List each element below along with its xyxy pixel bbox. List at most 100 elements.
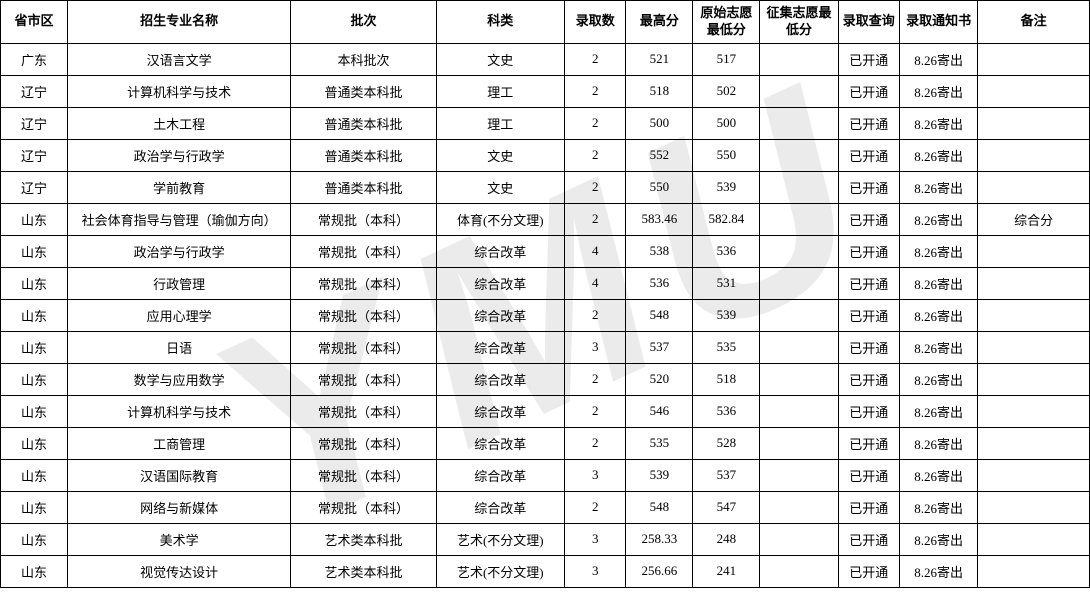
cell-collectscore <box>760 43 838 75</box>
cell-notice: 8.26寄出 <box>900 267 978 299</box>
cell-major: 汉语言文学 <box>68 43 291 75</box>
cell-count: 2 <box>565 107 626 139</box>
cell-remark <box>978 107 1090 139</box>
cell-count: 2 <box>565 43 626 75</box>
header-notice: 录取通知书 <box>900 1 978 44</box>
cell-major: 政治学与行政学 <box>68 235 291 267</box>
cell-collectscore <box>760 491 838 523</box>
cell-highscore: 536 <box>626 267 693 299</box>
cell-origscore: 536 <box>693 395 760 427</box>
table-row: 山东汉语国际教育常规批（本科）综合改革3539537已开通8.26寄出 <box>1 459 1090 491</box>
cell-province: 山东 <box>1 203 68 235</box>
cell-highscore: 520 <box>626 363 693 395</box>
cell-subject: 文史 <box>436 139 564 171</box>
cell-highscore: 521 <box>626 43 693 75</box>
header-highscore: 最高分 <box>626 1 693 44</box>
cell-count: 2 <box>565 75 626 107</box>
cell-batch: 普通类本科批 <box>291 139 436 171</box>
header-remark: 备注 <box>978 1 1090 44</box>
cell-highscore: 539 <box>626 459 693 491</box>
table-row: 山东社会体育指导与管理（瑜伽方向）常规批（本科）体育(不分文理)2583.465… <box>1 203 1090 235</box>
cell-query: 已开通 <box>838 171 899 203</box>
cell-batch: 普通类本科批 <box>291 107 436 139</box>
cell-batch: 常规批（本科） <box>291 203 436 235</box>
cell-query: 已开通 <box>838 107 899 139</box>
cell-notice: 8.26寄出 <box>900 299 978 331</box>
cell-highscore: 535 <box>626 427 693 459</box>
cell-province: 山东 <box>1 363 68 395</box>
table-body: 广东汉语言文学本科批次文史2521517已开通8.26寄出辽宁计算机科学与技术普… <box>1 43 1090 587</box>
cell-notice: 8.26寄出 <box>900 75 978 107</box>
cell-query: 已开通 <box>838 203 899 235</box>
cell-origscore: 248 <box>693 523 760 555</box>
cell-batch: 普通类本科批 <box>291 171 436 203</box>
table-row: 山东数学与应用数学常规批（本科）综合改革2520518已开通8.26寄出 <box>1 363 1090 395</box>
cell-count: 2 <box>565 427 626 459</box>
cell-collectscore <box>760 171 838 203</box>
cell-subject: 文史 <box>436 171 564 203</box>
cell-subject: 综合改革 <box>436 331 564 363</box>
cell-remark <box>978 459 1090 491</box>
table-row: 辽宁土木工程普通类本科批理工2500500已开通8.26寄出 <box>1 107 1090 139</box>
cell-major: 数学与应用数学 <box>68 363 291 395</box>
header-province: 省市区 <box>1 1 68 44</box>
cell-count: 3 <box>565 555 626 587</box>
cell-query: 已开通 <box>838 299 899 331</box>
table-row: 山东视觉传达设计艺术类本科批艺术(不分文理)3256.66241已开通8.26寄… <box>1 555 1090 587</box>
cell-count: 3 <box>565 459 626 491</box>
table-row: 广东汉语言文学本科批次文史2521517已开通8.26寄出 <box>1 43 1090 75</box>
cell-count: 2 <box>565 363 626 395</box>
cell-origscore: 537 <box>693 459 760 491</box>
cell-major: 学前教育 <box>68 171 291 203</box>
table-row: 辽宁学前教育普通类本科批文史2550539已开通8.26寄出 <box>1 171 1090 203</box>
cell-major: 美术学 <box>68 523 291 555</box>
cell-highscore: 538 <box>626 235 693 267</box>
cell-remark: 综合分 <box>978 203 1090 235</box>
cell-collectscore <box>760 363 838 395</box>
cell-query: 已开通 <box>838 459 899 491</box>
cell-major: 工商管理 <box>68 427 291 459</box>
cell-major: 应用心理学 <box>68 299 291 331</box>
table-row: 山东计算机科学与技术常规批（本科）综合改革2546536已开通8.26寄出 <box>1 395 1090 427</box>
cell-count: 2 <box>565 491 626 523</box>
cell-count: 2 <box>565 171 626 203</box>
cell-notice: 8.26寄出 <box>900 459 978 491</box>
cell-query: 已开通 <box>838 427 899 459</box>
cell-origscore: 539 <box>693 299 760 331</box>
table-row: 辽宁计算机科学与技术普通类本科批理工2518502已开通8.26寄出 <box>1 75 1090 107</box>
cell-subject: 体育(不分文理) <box>436 203 564 235</box>
cell-origscore: 547 <box>693 491 760 523</box>
cell-highscore: 546 <box>626 395 693 427</box>
cell-query: 已开通 <box>838 331 899 363</box>
header-batch: 批次 <box>291 1 436 44</box>
cell-major: 政治学与行政学 <box>68 139 291 171</box>
cell-notice: 8.26寄出 <box>900 235 978 267</box>
cell-subject: 综合改革 <box>436 299 564 331</box>
table-row: 山东网络与新媒体常规批（本科）综合改革2548547已开通8.26寄出 <box>1 491 1090 523</box>
cell-highscore: 550 <box>626 171 693 203</box>
cell-notice: 8.26寄出 <box>900 523 978 555</box>
cell-highscore: 552 <box>626 139 693 171</box>
cell-batch: 常规批（本科） <box>291 395 436 427</box>
cell-notice: 8.26寄出 <box>900 203 978 235</box>
cell-count: 2 <box>565 395 626 427</box>
cell-remark <box>978 523 1090 555</box>
cell-collectscore <box>760 75 838 107</box>
cell-province: 山东 <box>1 427 68 459</box>
cell-batch: 常规批（本科） <box>291 459 436 491</box>
cell-batch: 常规批（本科） <box>291 331 436 363</box>
cell-highscore: 518 <box>626 75 693 107</box>
header-query: 录取查询 <box>838 1 899 44</box>
table-row: 山东应用心理学常规批（本科）综合改革2548539已开通8.26寄出 <box>1 299 1090 331</box>
cell-notice: 8.26寄出 <box>900 107 978 139</box>
cell-collectscore <box>760 555 838 587</box>
cell-batch: 常规批（本科） <box>291 491 436 523</box>
cell-notice: 8.26寄出 <box>900 171 978 203</box>
cell-major: 汉语国际教育 <box>68 459 291 491</box>
cell-province: 山东 <box>1 331 68 363</box>
cell-province: 山东 <box>1 459 68 491</box>
cell-remark <box>978 139 1090 171</box>
cell-origscore: 531 <box>693 267 760 299</box>
cell-major: 行政管理 <box>68 267 291 299</box>
cell-remark <box>978 363 1090 395</box>
